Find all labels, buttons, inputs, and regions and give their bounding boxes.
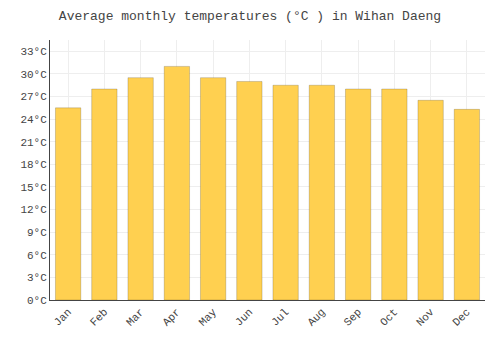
svg-text:Apr: Apr xyxy=(160,306,182,328)
svg-text:Aug: Aug xyxy=(305,306,327,328)
svg-text:33°C: 33°C xyxy=(20,46,47,58)
svg-text:6°C: 6°C xyxy=(27,250,47,262)
svg-text:May: May xyxy=(197,306,220,329)
svg-text:Jun: Jun xyxy=(233,306,255,328)
svg-text:12°C: 12°C xyxy=(20,204,47,216)
svg-text:24°C: 24°C xyxy=(20,114,47,126)
svg-text:Sep: Sep xyxy=(342,306,364,328)
svg-text:9°C: 9°C xyxy=(27,227,47,239)
svg-text:Nov: Nov xyxy=(414,306,437,329)
svg-text:Jul: Jul xyxy=(269,306,291,328)
svg-text:3°C: 3°C xyxy=(27,272,47,284)
svg-text:0°C: 0°C xyxy=(27,295,47,307)
svg-text:27°C: 27°C xyxy=(20,91,47,103)
svg-text:Average monthly temperatures (: Average monthly temperatures (°C ) in Wi… xyxy=(59,9,441,24)
svg-text:15°C: 15°C xyxy=(20,182,47,194)
svg-text:Oct: Oct xyxy=(378,306,400,328)
svg-text:Feb: Feb xyxy=(88,306,110,328)
svg-text:Jan: Jan xyxy=(52,306,74,328)
svg-text:18°C: 18°C xyxy=(20,159,47,171)
svg-text:30°C: 30°C xyxy=(20,69,47,81)
svg-text:Dec: Dec xyxy=(450,306,472,328)
svg-text:Mar: Mar xyxy=(124,306,146,328)
svg-text:21°C: 21°C xyxy=(20,137,47,149)
